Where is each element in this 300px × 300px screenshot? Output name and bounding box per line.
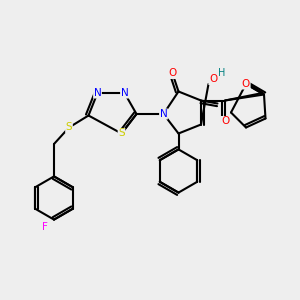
Text: F: F: [42, 222, 48, 232]
Text: N: N: [94, 88, 101, 98]
Text: N: N: [160, 109, 167, 119]
Text: O: O: [242, 79, 250, 89]
Text: H: H: [218, 68, 226, 79]
Text: N: N: [121, 88, 128, 98]
Text: S: S: [66, 122, 72, 133]
Text: S: S: [118, 128, 125, 139]
Text: O: O: [168, 68, 177, 79]
Text: O: O: [209, 74, 217, 85]
Text: O: O: [221, 116, 229, 127]
